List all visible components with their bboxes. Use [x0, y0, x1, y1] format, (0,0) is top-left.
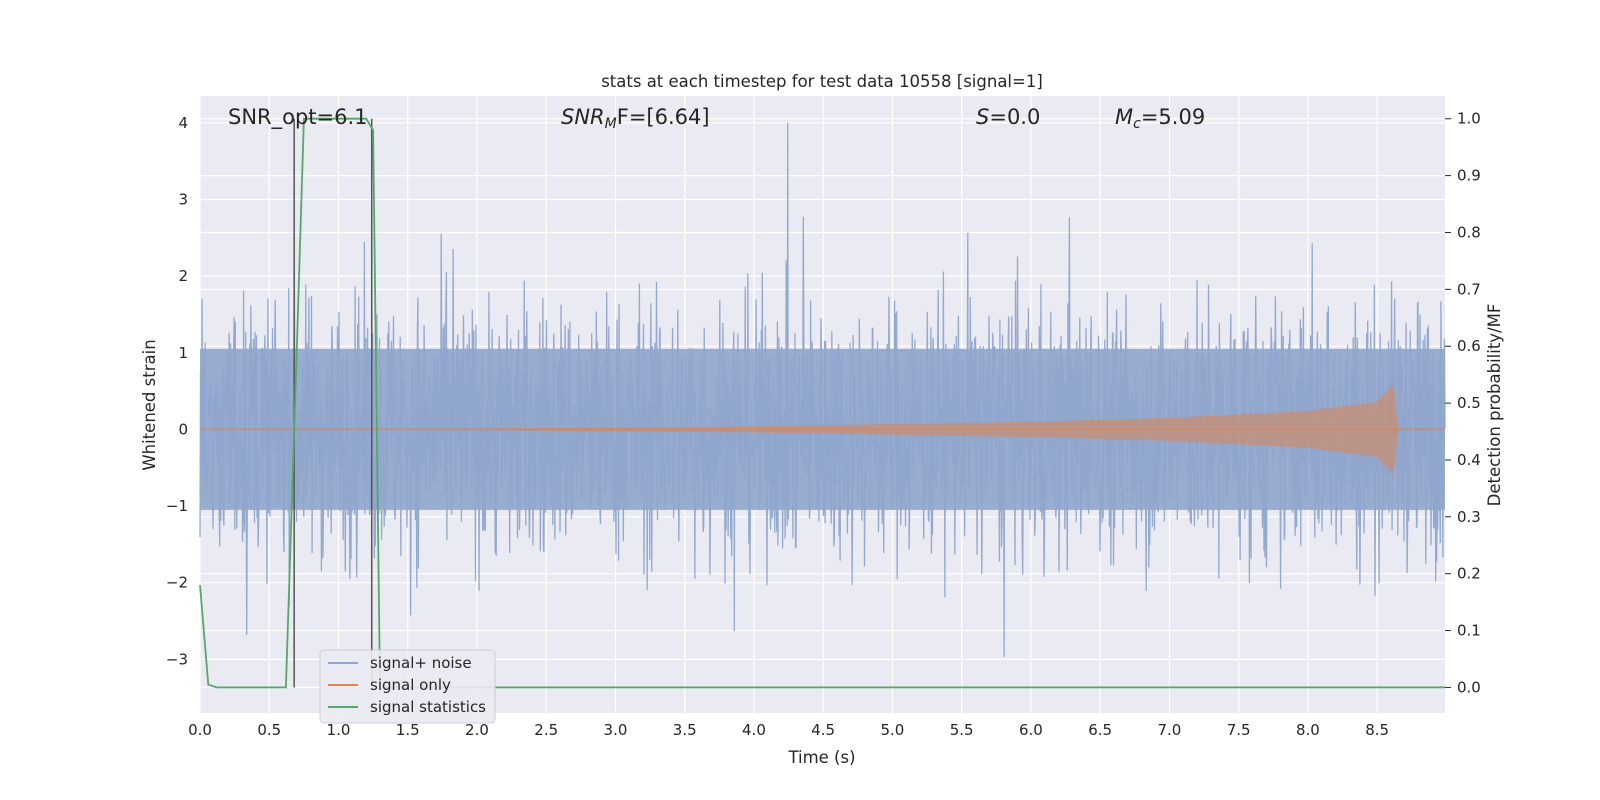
chart-title: stats at each timestep for test data 105… [601, 72, 1043, 91]
legend: signal+ noise signal only signal statist… [319, 649, 496, 724]
mc-symbol: M [1115, 105, 1133, 129]
y2-tick-label: 0.8 [1457, 223, 1481, 241]
x-axis-label: Time (s) [787, 748, 855, 767]
y-tick-label: 4 [178, 114, 188, 132]
annotation-snr-opt: SNR_opt=6.1 [228, 105, 368, 130]
signal-only-series [200, 384, 1445, 475]
x-tick-label: 7.5 [1227, 721, 1251, 739]
x-tick-label: 8.0 [1296, 721, 1320, 739]
s-symbol: S [976, 105, 989, 129]
x-tick-label: 3.5 [673, 721, 697, 739]
y2-tick-label: 0.5 [1457, 394, 1481, 412]
y2-tick-label: 0.3 [1457, 508, 1481, 526]
y-tick-label: −3 [166, 650, 188, 668]
y2-tick-label: 0.6 [1457, 337, 1481, 355]
y-tick-label: −2 [166, 574, 188, 592]
y2-tick-label: 0.9 [1457, 167, 1481, 185]
x-tick-label: 6.5 [1088, 721, 1112, 739]
legend-label-signal-statistics: signal statistics [370, 698, 486, 716]
x-tick-label: 5.0 [881, 721, 905, 739]
x-tick-label: 2.5 [534, 721, 558, 739]
y2-axis-ticks: 0.0 0.1 0.2 0.3 0.4 0.5 0.6 0.7 0.8 0.9 1.0 [1445, 110, 1481, 696]
mc-sub: c [1133, 116, 1141, 132]
x-tick-label: 2.0 [465, 721, 489, 739]
mc-value: =5.09 [1141, 105, 1205, 129]
y-tick-label: 1 [178, 344, 188, 362]
y2-tick-label: 0.2 [1457, 565, 1481, 583]
annotation-mc: Mc=5.09 [1115, 105, 1205, 132]
x-tick-label: 4.0 [742, 721, 766, 739]
y2-axis-label: Detection probability/MF [1485, 304, 1504, 507]
x-tick-label: 7.0 [1157, 721, 1181, 739]
x-tick-label: 1.0 [327, 721, 351, 739]
y2-tick-label: 0.1 [1457, 622, 1481, 640]
y-axis-ticks: −3 −2 −1 0 1 2 3 4 [166, 114, 188, 669]
y-axis-label: Whitened strain [140, 339, 159, 470]
annotation-snr-mf: SNRMF=[6.64] [561, 105, 710, 132]
snr-mf-base: SNR [561, 105, 605, 129]
signal-statistics-series [199, 117, 1445, 689]
legend-box [319, 649, 496, 724]
y2-tick-label: 1.0 [1457, 110, 1481, 128]
signal-statistics-line [199, 117, 1445, 689]
legend-label-signal-noise: signal+ noise [370, 654, 472, 672]
x-tick-label: 3.0 [604, 721, 628, 739]
y-tick-label: −1 [166, 497, 188, 515]
legend-label-signal-only: signal only [370, 676, 451, 694]
snr-mf-rest: F=[6.64] [617, 105, 710, 129]
y-tick-label: 3 [178, 190, 188, 208]
x-tick-label: 1.5 [396, 721, 420, 739]
y-tick-label: 0 [178, 420, 188, 438]
x-tick-label: 4.5 [811, 721, 835, 739]
y2-tick-label: 0.0 [1457, 678, 1481, 696]
x-tick-label: 5.5 [950, 721, 974, 739]
x-tick-label: 0.5 [257, 721, 281, 739]
snr-mf-sub: M [605, 116, 617, 132]
y2-tick-label: 0.4 [1457, 451, 1481, 469]
y2-tick-label: 0.7 [1457, 280, 1481, 298]
x-tick-label: 6.0 [1019, 721, 1043, 739]
x-tick-label: 0.0 [188, 721, 212, 739]
x-tick-label: 8.5 [1365, 721, 1389, 739]
x-axis-ticks: 0.0 0.5 1.0 1.5 2.0 2.5 3.0 3.5 4.0 4.5 5.0 5.5 6.0 6… [188, 721, 1389, 739]
y-tick-label: 2 [178, 267, 188, 285]
s-value: =0.0 [989, 105, 1040, 129]
annotation-s: S=0.0 [976, 105, 1040, 129]
